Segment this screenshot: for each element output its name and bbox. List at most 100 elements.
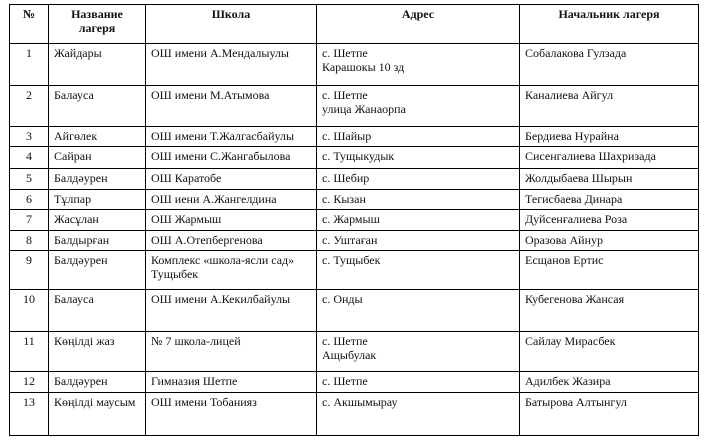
cell-number: 8 xyxy=(9,230,49,251)
cell-school-text: ОШ имени А.Кекилбайулы xyxy=(151,292,291,306)
table-row: 6 Тұлпар ОШ иени А.Жангелдина с. Кызан Тегис… xyxy=(9,189,699,210)
header-camp-head: Начальник лагеря xyxy=(519,4,699,44)
cell-camp-head: Дуйсенғалиева Роза xyxy=(519,209,699,231)
cell-number-text: 6 xyxy=(26,192,32,206)
cell-school-text: ОШ иени А.Жангелдина xyxy=(151,192,277,206)
cell-number-text: 11 xyxy=(23,334,35,348)
cell-camp-name: Сайран xyxy=(48,146,146,169)
cell-camp-head-text: Жолдыбаева Шырын xyxy=(525,171,633,185)
cell-address-text: с. Шебир xyxy=(322,171,370,185)
cell-address: с. Шебир xyxy=(316,168,520,190)
cell-address-text: с. Шетпе xyxy=(322,334,368,348)
cell-camp-head: Собалакова Гулзада xyxy=(519,43,699,86)
cell-school-text: ОШ имени А.Мендалыулы xyxy=(151,46,289,60)
cell-camp-head: Кубегенова Жансая xyxy=(519,289,699,332)
cell-camp-name-text: Жайдары xyxy=(54,46,102,60)
table-row: 4 Сайран ОШ имени С.Жангабылова с. Тущыкуды… xyxy=(9,146,699,169)
cell-address: с. Шетпе Карашокы 10 зд xyxy=(316,43,520,86)
cell-camp-name: Балдәурен xyxy=(48,371,146,393)
cell-number-text: 5 xyxy=(26,171,32,185)
cell-camp-name: Жайдары xyxy=(48,43,146,86)
cell-camp-head-text: Сайлау Мирасбек xyxy=(525,334,616,348)
cell-camp-name: Балдәурен xyxy=(48,168,146,190)
cell-camp-head: Оразова Айнур xyxy=(519,230,699,251)
cell-number: 1 xyxy=(9,43,49,86)
cell-school-text: ОШ А.Отепбергенова xyxy=(151,233,263,247)
cell-address-text: с. Онды xyxy=(322,292,363,306)
cell-camp-name: Балдәурен xyxy=(48,250,146,290)
table-row: 1 Жайдары ОШ имени А.Мендалыулы с. Шетпе Кар… xyxy=(9,43,699,86)
cell-camp-head: Есщанов Ертис xyxy=(519,250,699,290)
cell-number: 6 xyxy=(9,189,49,210)
cell-address-text: с. Тущыкудык xyxy=(322,149,395,163)
cell-school-text: ОШ Каратобе xyxy=(151,171,222,185)
cell-address-text: с. Шетпе xyxy=(322,374,368,388)
cell-address: с. Шетпе xyxy=(316,371,520,393)
cell-school: ОШ иени А.Жангелдина xyxy=(145,189,317,210)
cell-address-text: с. Шетпе xyxy=(322,46,368,60)
cell-address-text: с. Уштаған xyxy=(322,233,378,247)
cell-camp-name-text: Балауса xyxy=(54,88,94,102)
cell-camp-head: Жолдыбаева Шырын xyxy=(519,168,699,190)
cell-address-text: с. Жармыш xyxy=(322,212,380,226)
cell-address-text: с. Шетпе xyxy=(322,88,368,102)
header-camp-name: Название лагеря xyxy=(48,4,146,44)
cell-school-text: ОШ имени С.Жангабылова xyxy=(151,149,291,163)
table-row: 9 Балдәурен Комплекс «школа-ясли сад» Тущы… xyxy=(9,250,699,290)
cell-number: 3 xyxy=(9,126,49,147)
cell-camp-name-text: Сайран xyxy=(54,149,92,163)
cell-address-text: с. Тущыбек xyxy=(322,253,381,267)
cell-school: ОШ имени А.Мендалыулы xyxy=(145,43,317,86)
cell-address-line2: улица Жанаорпа xyxy=(322,102,406,116)
cell-camp-head-text: Тегисбаева Динара xyxy=(525,192,623,206)
cell-address: с. Шетпе Ащыбулак xyxy=(316,331,520,372)
cell-camp-name-text: Тұлпар xyxy=(54,192,92,206)
table-row: 10 Балауса ОШ имени А.Кекилбайулы с. Онды Ку… xyxy=(9,289,699,332)
cell-camp-head: Адилбек Жазира xyxy=(519,371,699,393)
cell-camp-name: Айгөлек xyxy=(48,126,146,147)
cell-number-text: 7 xyxy=(26,212,32,226)
table-row: 12 Балдәурен Гимназия Шетпе с. Шетпе Адилбек… xyxy=(9,371,699,393)
cell-number: 7 xyxy=(9,209,49,231)
cell-school: ОШ имени С.Жангабылова xyxy=(145,146,317,169)
cell-number: 11 xyxy=(9,331,49,372)
cell-camp-name-text: Балдәурен xyxy=(54,171,108,185)
cell-number-text: 9 xyxy=(26,253,32,267)
cell-address: с. Онды xyxy=(316,289,520,332)
cell-number: 9 xyxy=(9,250,49,290)
cell-camp-head-text: Адилбек Жазира xyxy=(525,374,611,388)
header-school: Школа xyxy=(145,4,317,44)
cell-school-text: ОШ Жармыш xyxy=(151,212,222,226)
cell-camp-name-text: Балдәурен xyxy=(54,374,108,388)
cell-school-text: Гимназия Шетпе xyxy=(151,374,238,388)
cell-address: с. Акшымырау xyxy=(316,392,520,436)
header-number: № xyxy=(9,4,49,44)
cell-camp-name-text: Көңілді маусым xyxy=(54,395,136,409)
cell-school: ОШ Каратобе xyxy=(145,168,317,190)
cell-school: Гимназия Шетпе xyxy=(145,371,317,393)
cell-number: 13 xyxy=(9,392,49,436)
cell-address: с. Тущыбек xyxy=(316,250,520,290)
cell-number-text: 2 xyxy=(26,88,32,102)
cell-address-line2: Ащыбулак xyxy=(322,348,377,362)
cell-camp-head-text: Кубегенова Жансая xyxy=(525,292,625,306)
cell-number: 5 xyxy=(9,168,49,190)
cell-address: с. Шетпе улица Жанаорпа xyxy=(316,85,520,127)
cell-school-text: Комплекс «школа-ясли сад» Тущыбек xyxy=(151,253,295,281)
table-row: 7 Жасұлан ОШ Жармыш с. Жармыш Дуйсенғалиева … xyxy=(9,209,699,231)
cell-camp-name-text: Көңілді жаз xyxy=(54,334,115,348)
cell-camp-name-text: Балдырған xyxy=(54,233,110,247)
cell-camp-name-text: Балауса xyxy=(54,292,94,306)
camps-table: № Название лагеря Школа Адрес Начальник … xyxy=(9,4,699,436)
cell-camp-head: Тегисбаева Динара xyxy=(519,189,699,210)
cell-camp-name: Жасұлан xyxy=(48,209,146,231)
cell-camp-head-text: Каналиева Айгул xyxy=(525,88,614,102)
cell-camp-head-text: Батырова Алтынгул xyxy=(525,395,627,409)
cell-number-text: 8 xyxy=(26,233,32,247)
cell-school: ОШ имени А.Кекилбайулы xyxy=(145,289,317,332)
table-row: 5 Балдәурен ОШ Каратобе с. Шебир Жолдыбаева … xyxy=(9,168,699,190)
cell-address-text: с. Кызан xyxy=(322,192,366,206)
cell-camp-name: Көңілді жаз xyxy=(48,331,146,372)
header-address: Адрес xyxy=(316,4,520,44)
cell-address-text: с. Шайыр xyxy=(322,129,372,143)
